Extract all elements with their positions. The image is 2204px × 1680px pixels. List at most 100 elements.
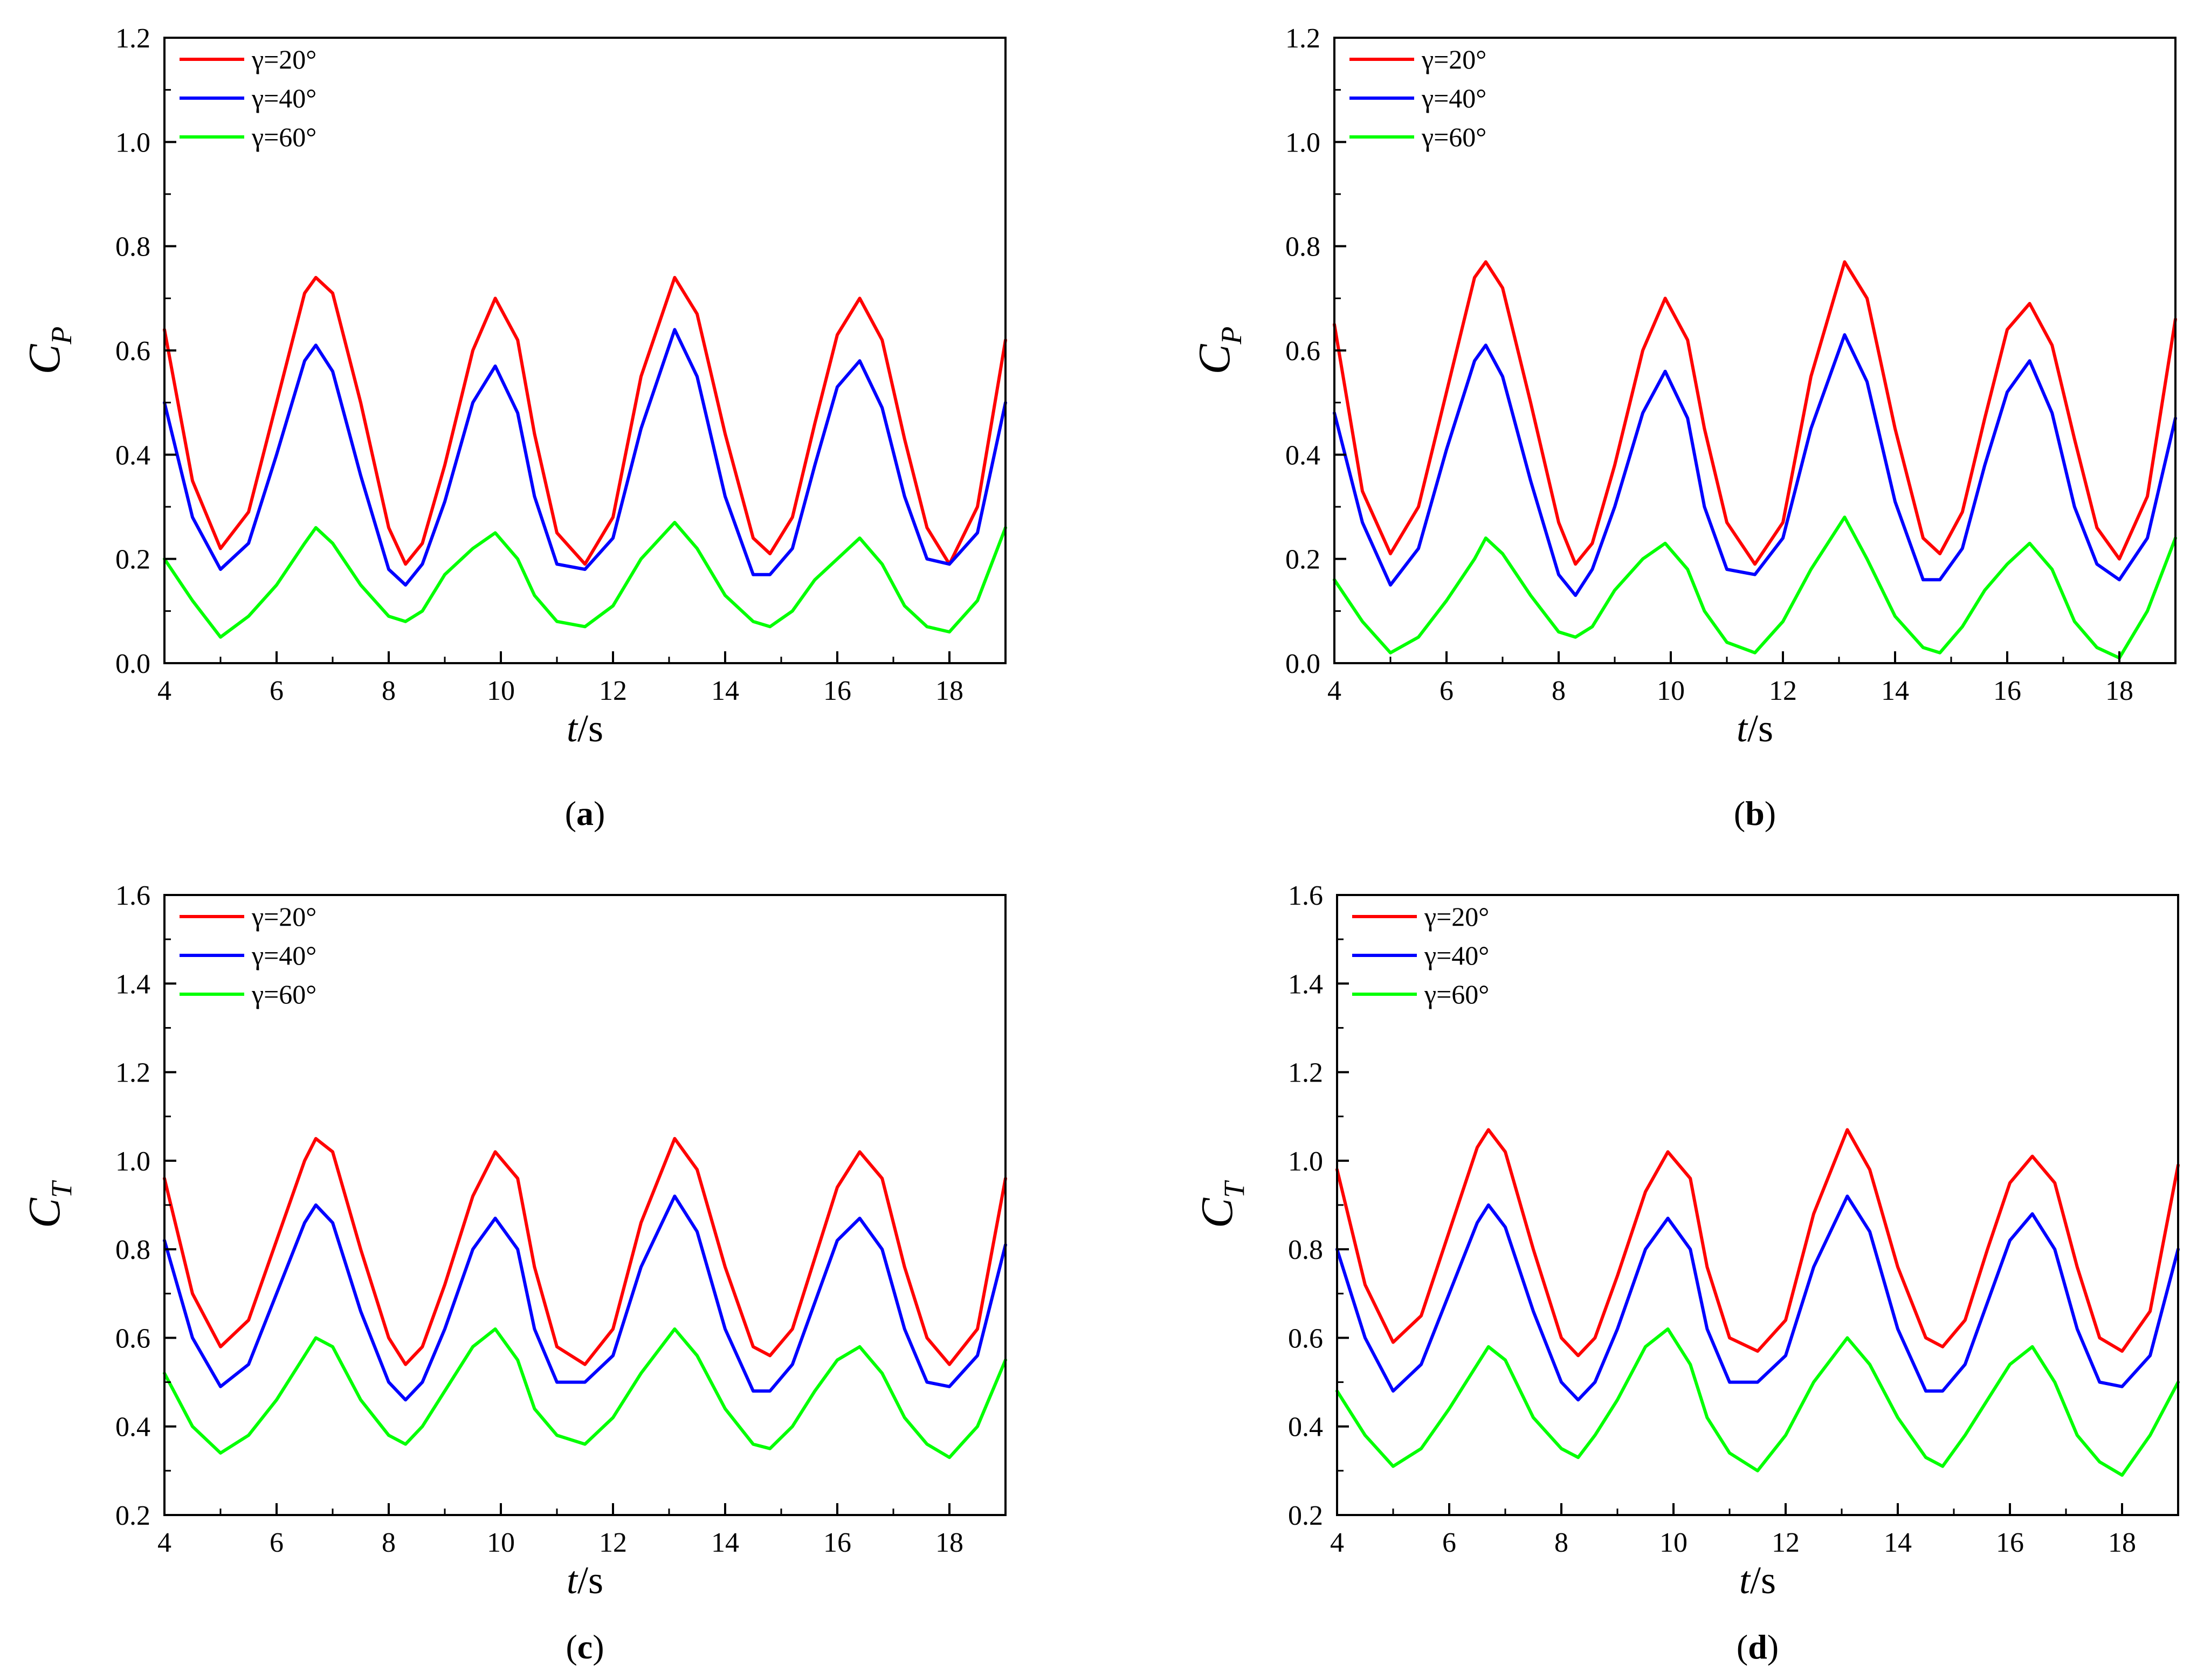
- legend-label-1: γ=20°: [251, 901, 316, 932]
- y-tick-label: 1.6: [115, 880, 150, 911]
- legend-label-3: γ=60°: [1424, 979, 1489, 1009]
- chart-panel-a: 4 6 8 10 12 14 16 180.00.20.40.60.81.01.2t/sCPγ…: [19, 23, 1007, 832]
- x-tick-label: 12: [599, 676, 627, 706]
- x-tick-label: 4: [157, 676, 171, 706]
- y-axis-label-sub: T: [45, 1180, 78, 1198]
- chart-panel-c: 4 6 8 10 12 14 16 18 0.2 0.4 0.6 0.8 1.0 1.2 1.4 1.6 t/s…: [19, 880, 1007, 1666]
- x-axis-label-var: t: [567, 707, 578, 750]
- y-tick-label: 0.6: [1288, 1323, 1323, 1354]
- y-tick-label: 0.4: [1285, 440, 1320, 471]
- caption-open-paren: (: [566, 1628, 577, 1666]
- x-tick-label: 10: [487, 676, 515, 706]
- x-tick-label: 6: [1440, 676, 1454, 706]
- x-tick-label: 18: [2108, 1527, 2136, 1558]
- panel-caption: (c): [566, 1628, 604, 1666]
- x-tick-label: 6: [1442, 1527, 1456, 1558]
- caption-close-paren: ): [594, 794, 605, 832]
- x-tick-label: 12: [599, 1527, 627, 1558]
- y-tick-label: 1.2: [1288, 1058, 1323, 1089]
- x-tick-label: 6: [270, 676, 284, 706]
- y-tick-label: 0.6: [1285, 336, 1320, 367]
- y-tick-label: 0.2: [115, 545, 150, 575]
- x-tick-label: 14: [711, 676, 739, 706]
- y-tick-label: 0.2: [1288, 1500, 1323, 1531]
- caption-open-paren: (: [565, 794, 576, 832]
- y-tick-label: 1.2: [115, 23, 150, 54]
- series-line-1: [163, 276, 1007, 566]
- x-tick-label: 4: [1330, 1527, 1344, 1558]
- caption-close-paren: ): [593, 1628, 604, 1666]
- y-axis-label-main: C: [1192, 1197, 1242, 1228]
- x-tick-label: 16: [823, 1527, 851, 1558]
- y-tick-label: 1.6: [1288, 880, 1323, 911]
- series-line-3: [1335, 1327, 2180, 1477]
- x-tick-label: 18: [935, 1527, 963, 1558]
- series-line-1: [1335, 1128, 2180, 1358]
- series-line-2: [163, 1194, 1007, 1402]
- x-tick-label: 8: [382, 1527, 396, 1558]
- y-tick-label: 0.6: [115, 1323, 150, 1354]
- caption-close-paren: ): [1767, 1628, 1779, 1666]
- series-line-1: [163, 1137, 1007, 1366]
- y-tick-label: 0.0: [115, 649, 150, 679]
- caption-letter: c: [577, 1628, 593, 1666]
- legend-label-2: γ=40°: [251, 83, 316, 113]
- y-tick-label: 0.4: [1288, 1412, 1323, 1443]
- x-tick-label: 8: [1554, 1527, 1568, 1558]
- series-line-1: [1333, 260, 2177, 566]
- legend-label-3: γ=60°: [251, 122, 316, 152]
- x-tick-label: 14: [1881, 676, 1909, 706]
- x-tick-label: 12: [1772, 1527, 1800, 1558]
- y-tick-label: 0.4: [115, 440, 150, 471]
- panel-caption: (a): [565, 794, 605, 832]
- y-tick-label: 1.2: [115, 1058, 150, 1089]
- legend-label-1: γ=20°: [1421, 44, 1486, 74]
- x-axis-label-var: t: [567, 1559, 578, 1602]
- x-axis-label-unit: /s: [1750, 1559, 1776, 1602]
- x-tick-label: 4: [157, 1527, 171, 1558]
- legend-label-3: γ=60°: [251, 979, 316, 1009]
- y-axis-label: CT: [1192, 1180, 1250, 1228]
- x-tick-label: 16: [1993, 676, 2021, 706]
- x-tick-label: 4: [1327, 676, 1341, 706]
- y-axis-label: CT: [19, 1180, 78, 1228]
- caption-letter: b: [1745, 794, 1765, 832]
- y-tick-label: 0.0: [1285, 649, 1320, 679]
- y-tick-label: 0.2: [1285, 545, 1320, 575]
- legend-label-1: γ=20°: [251, 44, 316, 74]
- y-tick-label: 1.2: [1285, 23, 1320, 54]
- y-tick-label: 0.6: [115, 336, 150, 367]
- x-tick-label: 6: [270, 1527, 284, 1558]
- x-tick-label: 8: [382, 676, 396, 706]
- x-tick-label: 16: [823, 676, 851, 706]
- y-axis-label: CP: [19, 326, 78, 374]
- y-tick-label: 1.0: [1288, 1146, 1323, 1177]
- series-line-2: [1335, 1194, 2180, 1402]
- x-tick-label: 10: [487, 1527, 515, 1558]
- legend-label-2: γ=40°: [1421, 83, 1486, 113]
- x-axis-label: t/s: [567, 1559, 603, 1602]
- y-tick-label: 1.0: [115, 1146, 150, 1177]
- y-tick-label: 1.4: [115, 969, 150, 1000]
- x-tick-label: 18: [935, 676, 963, 706]
- x-axis-label-var: t: [1737, 707, 1748, 750]
- x-axis-label-unit: /s: [577, 707, 603, 750]
- legend-label-3: γ=60°: [1421, 122, 1486, 152]
- x-tick-label: 10: [1659, 1527, 1688, 1558]
- x-tick-label: 12: [1769, 676, 1797, 706]
- y-axis-label-main: C: [19, 1197, 70, 1228]
- panel-caption: (b): [1734, 794, 1776, 832]
- x-tick-label: 10: [1657, 676, 1685, 706]
- y-tick-label: 0.2: [115, 1500, 150, 1531]
- legend-label-1: γ=20°: [1424, 901, 1489, 932]
- caption-open-paren: (: [1737, 1628, 1748, 1666]
- x-tick-label: 14: [1884, 1527, 1912, 1558]
- x-axis-label-unit: /s: [1747, 707, 1773, 750]
- y-axis-label-sub: P: [1215, 326, 1248, 345]
- caption-letter: a: [576, 794, 594, 832]
- series-line-3: [163, 521, 1007, 639]
- chart-panel-b: 4 6 8 10 12 14 16 180.00.20.40.60.81.01.2t/sCPγ…: [1189, 23, 2177, 832]
- caption-letter: d: [1748, 1628, 1767, 1666]
- x-tick-label: 16: [1996, 1527, 2024, 1558]
- caption-close-paren: ): [1765, 794, 1776, 832]
